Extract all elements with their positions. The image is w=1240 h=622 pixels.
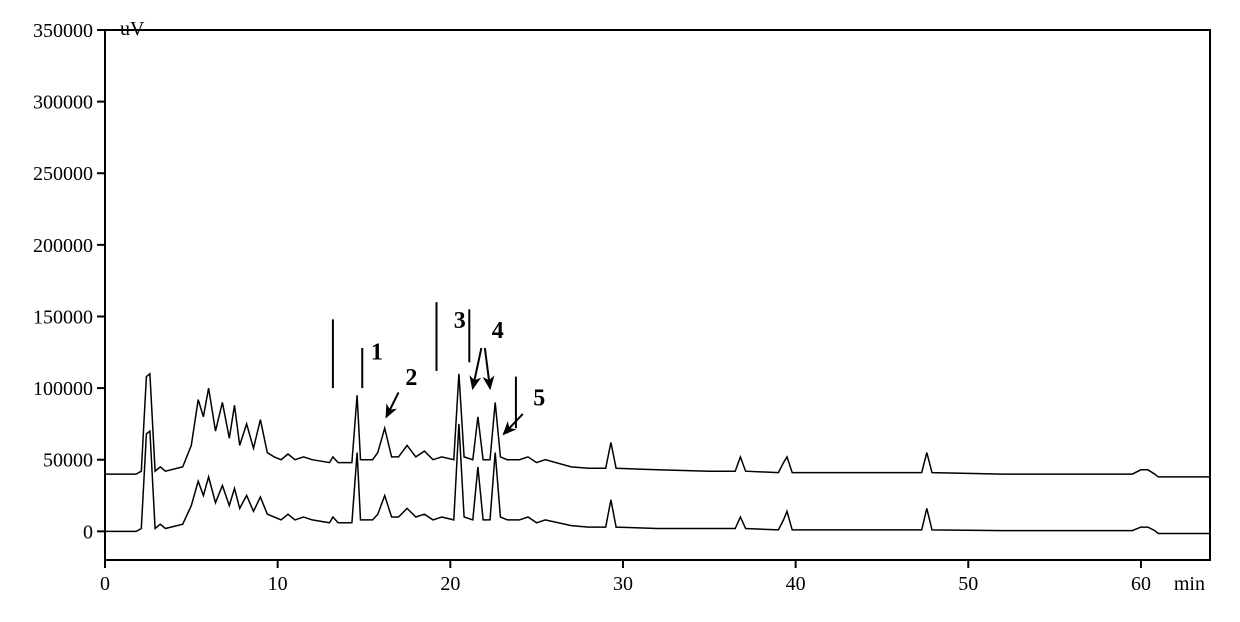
peak-label-5: 5 xyxy=(533,385,545,411)
y-tick-label: 200000 xyxy=(33,235,93,257)
peak-label-2: 2 xyxy=(405,365,417,391)
x-tick-label: 10 xyxy=(268,573,288,595)
y-tick-label: 0 xyxy=(83,521,93,543)
arrow-4 xyxy=(504,414,523,434)
arrow-2 xyxy=(473,348,482,388)
y-tick-label: 100000 xyxy=(33,378,93,400)
peak-label-1: 1 xyxy=(371,339,383,365)
chromatogram-chart: 0500001000001500002000002500003000003500… xyxy=(10,10,1230,610)
y-tick-label: 300000 xyxy=(33,92,93,114)
x-tick-label: 60 xyxy=(1131,573,1151,595)
trace-lower xyxy=(105,424,1210,534)
x-tick-label: 0 xyxy=(100,573,110,595)
x-tick-label: 30 xyxy=(613,573,633,595)
x-tick-label: 20 xyxy=(440,573,460,595)
peak-label-4: 4 xyxy=(492,318,504,344)
y-tick-label: 350000 xyxy=(33,20,93,42)
trace-upper xyxy=(105,374,1210,477)
y-axis-label: uV xyxy=(120,18,145,40)
peak-label-3: 3 xyxy=(454,308,466,334)
y-tick-label: 150000 xyxy=(33,306,93,328)
x-tick-label: 40 xyxy=(786,573,806,595)
x-axis-label: min xyxy=(1174,573,1205,595)
y-tick-label: 250000 xyxy=(33,163,93,185)
arrow-3 xyxy=(485,348,490,388)
chart-svg: 0500001000001500002000002500003000003500… xyxy=(10,10,1230,610)
arrow-1 xyxy=(386,392,398,416)
x-tick-label: 50 xyxy=(958,573,978,595)
plot-border xyxy=(105,30,1210,560)
y-tick-label: 50000 xyxy=(43,450,93,472)
